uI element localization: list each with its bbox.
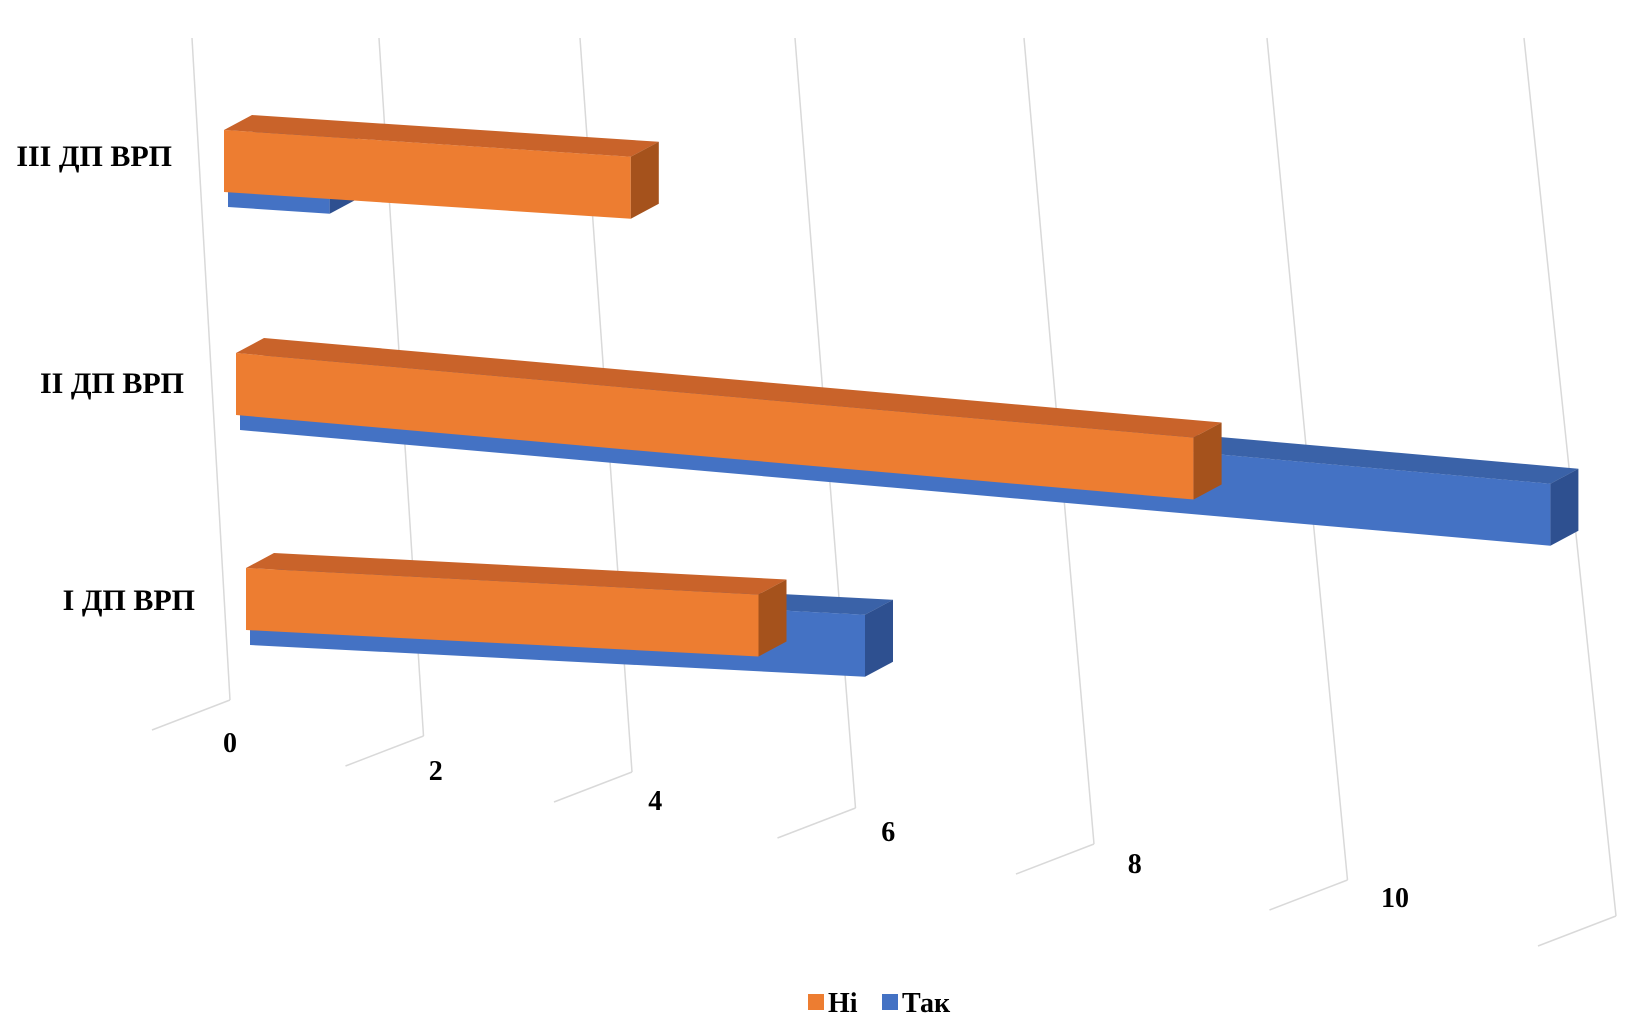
bar-і-дп-врп-ni-side [758,579,787,657]
bars [224,115,1579,677]
bar-іі-дп-врп-ni-top [236,338,1222,438]
category-label-ііі-дп-врп: ІІІ ДП ВРП [16,140,172,173]
legend-label-так: Так [902,988,951,1019]
bar-ііі-дп-врп-ni-front [224,130,631,219]
legend-swatch-так [882,994,898,1010]
bar-іі-дп-врп-tak-side [1550,468,1579,546]
bar-ііі-дп-врп-ni [224,115,659,219]
bar-ііі-дп-врп-ni-side [630,141,659,219]
bar-і-дп-врп-ni-front [246,568,759,657]
tick-label-6: 6 [881,817,895,848]
floor-line-12 [1537,915,1617,947]
tick-label-8: 8 [1128,849,1142,880]
bar-іі-дп-врп-ni-front [236,353,1194,500]
floor-line-0 [151,699,231,731]
bar-і-дп-врп-ni-top [246,553,787,595]
bar-іі-дп-врп-ni [236,338,1222,500]
floor-lines [151,699,1617,947]
floor-line-6 [777,807,856,839]
tick-label-2: 2 [429,756,443,787]
legend: Ні Так [808,988,951,1019]
bar-і-дп-врп-ni [246,553,787,657]
category-label-і-дп-врп: І ДП ВРП [63,584,195,617]
tick-label-10: 10 [1381,883,1409,914]
floor-line-8 [1015,843,1095,875]
bar-іі-дп-врп-ni-side [1193,422,1222,500]
bar-ііі-дп-врп-ni-top [224,115,659,157]
floor-line-4 [553,771,633,803]
floor-line-10 [1269,879,1348,911]
bar-і-дп-врп-tak-side [865,599,893,677]
floor-line-2 [345,735,424,767]
legend-label-ні: Ні [828,988,858,1019]
tick-label-0: 0 [223,728,237,759]
legend-swatch-ні [808,994,824,1010]
tick-labels: 024681012 [223,728,1409,914]
gridline-0 [191,37,231,701]
category-labels: І ДП ВРП ІІ ДП ВРП ІІІ ДП ВРП [16,140,195,617]
tick-label-4: 4 [648,786,662,817]
category-label-іі-дп-врп: ІІ ДП ВРП [40,367,184,400]
